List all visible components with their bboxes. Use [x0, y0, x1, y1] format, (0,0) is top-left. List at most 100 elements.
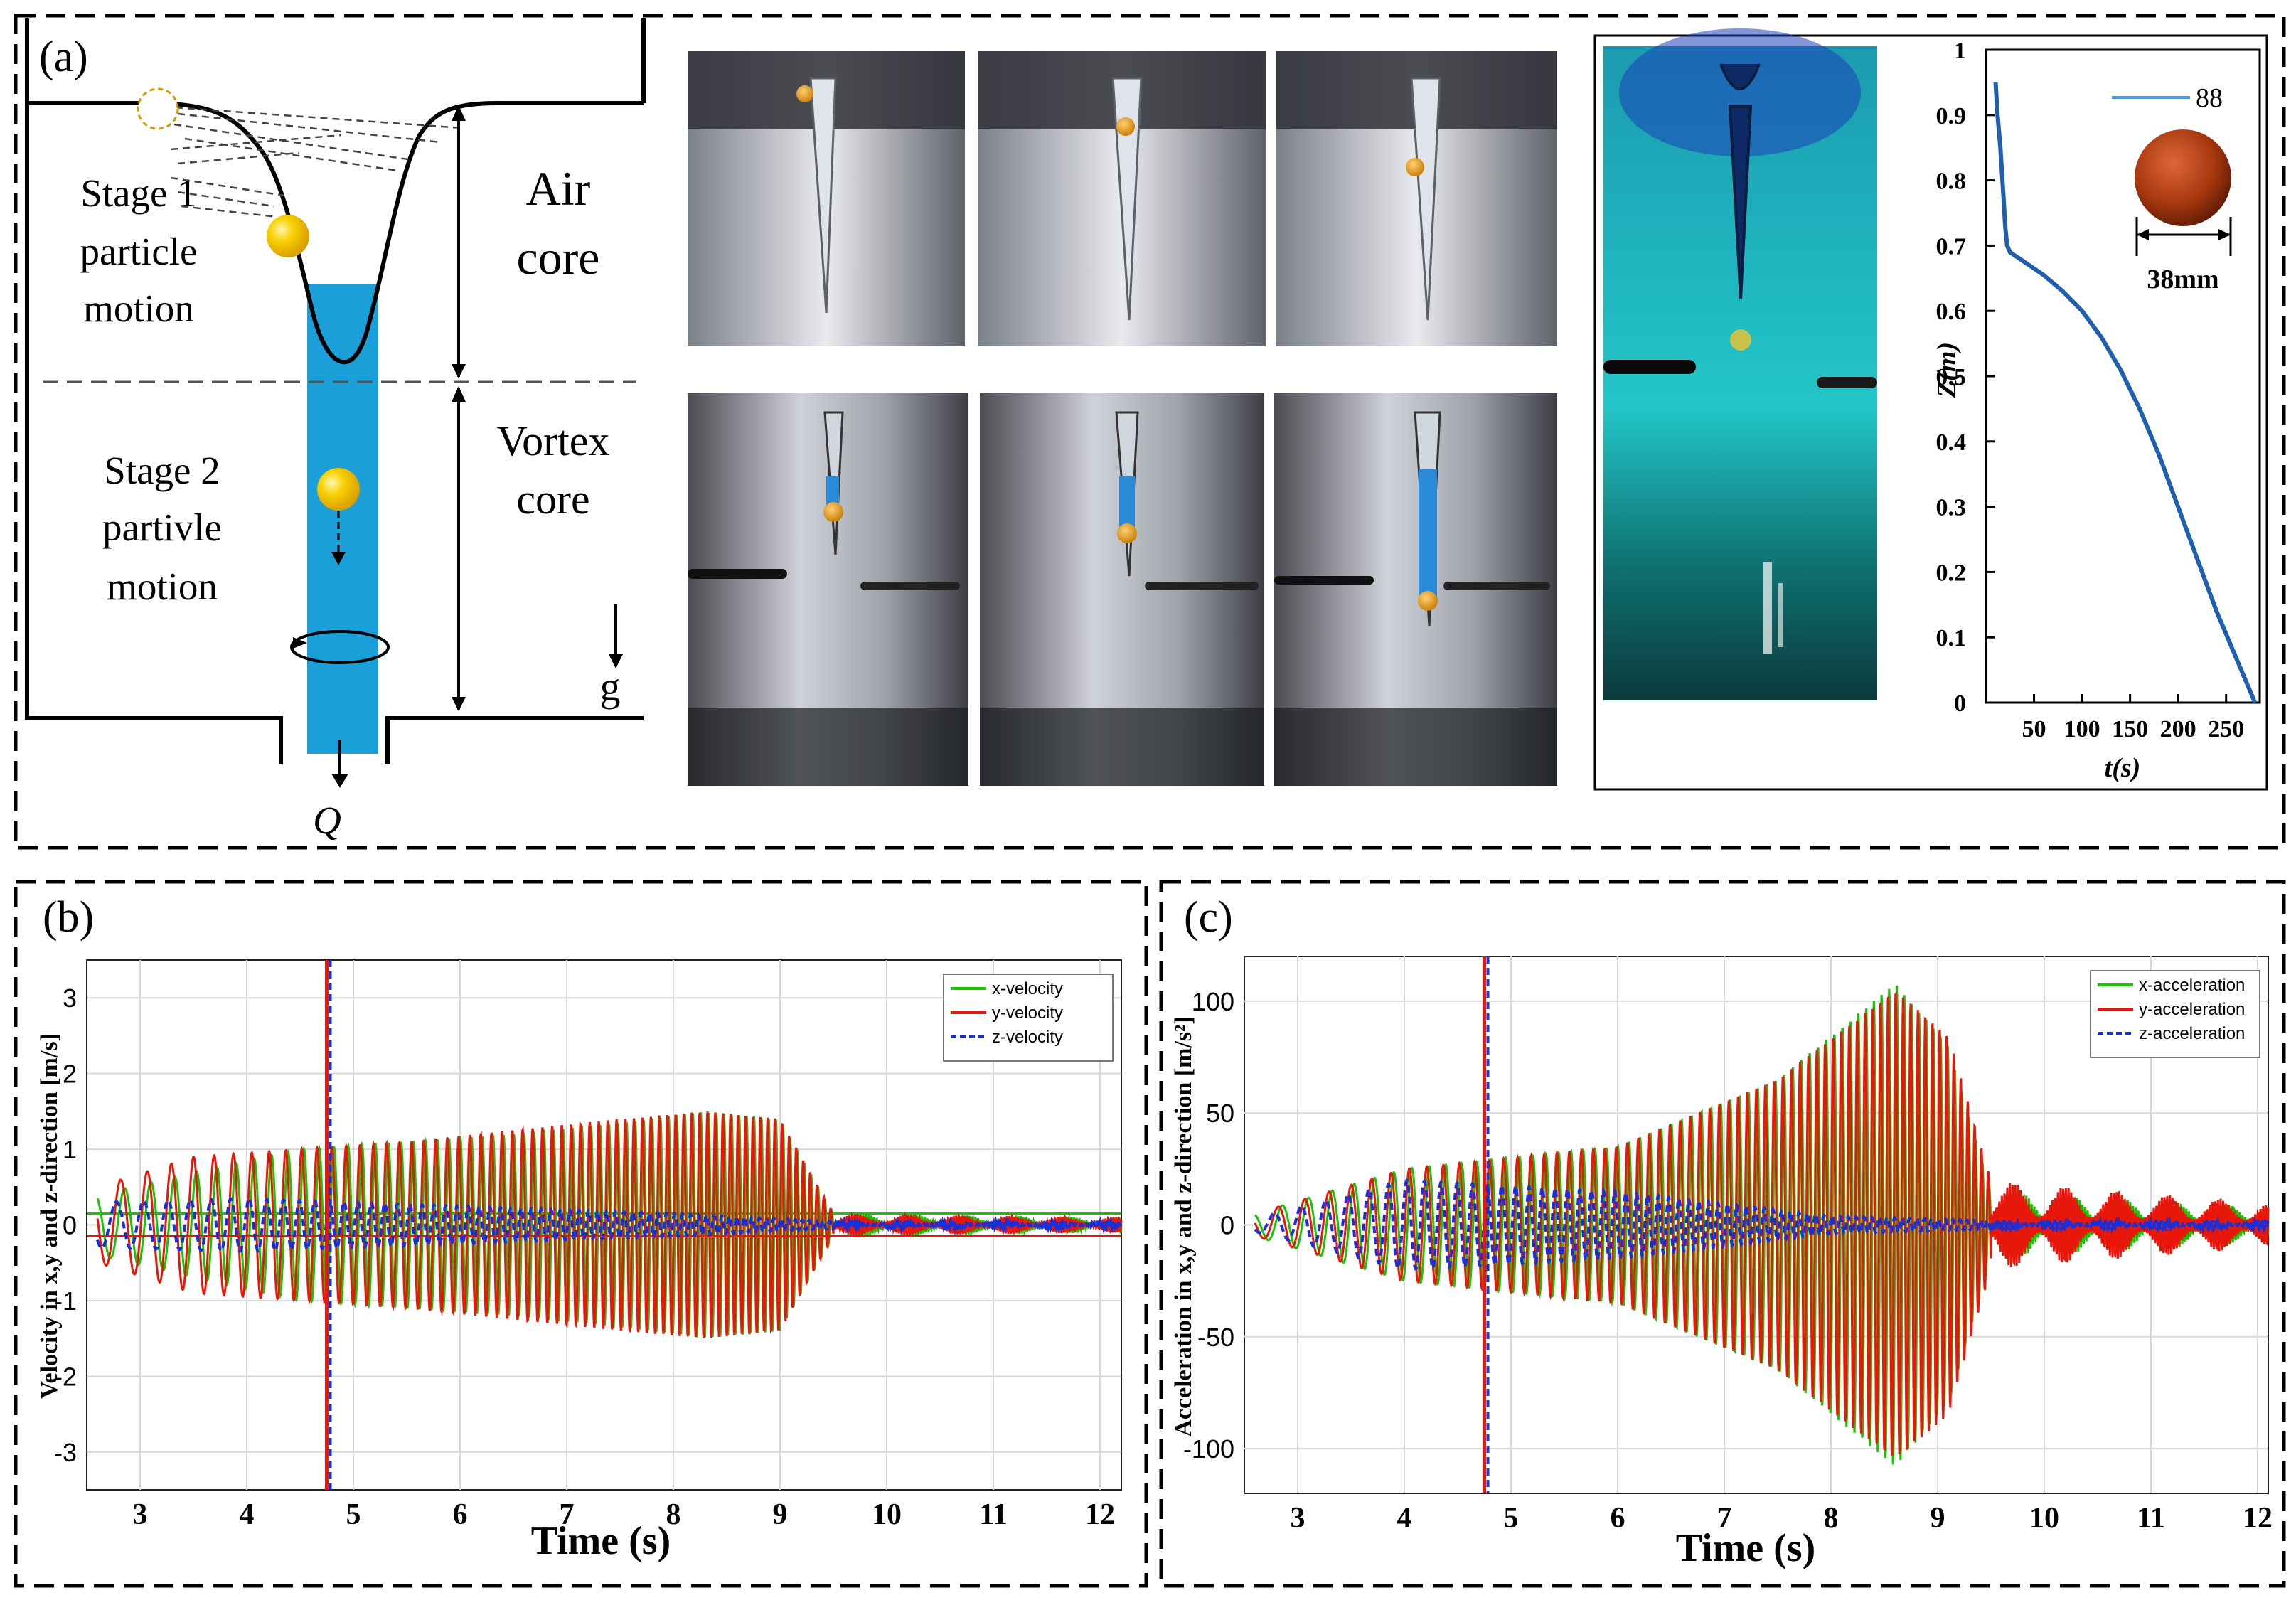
vel-xtick-label: 12: [1085, 1498, 1115, 1531]
z-ytick-label: 0.5: [1936, 364, 1967, 390]
particle-stage2: [317, 468, 360, 511]
vortex-schematic: [25, 18, 646, 788]
stage1-line2: particle: [80, 230, 198, 273]
vel-ytick-label: 3: [63, 983, 77, 1013]
z-ytick-label: 0.2: [1936, 560, 1967, 586]
vel-xtick-label: 5: [346, 1498, 361, 1531]
acc-ytick-label: 50: [1206, 1099, 1234, 1128]
photo-bottom-3: [1274, 393, 1557, 786]
acc-xtick-label: 11: [2137, 1502, 2165, 1535]
z-plot-ylabel: Z(m): [1932, 342, 1962, 398]
vel-xtick-label: 11: [979, 1498, 1008, 1531]
particle-stage1: [267, 215, 309, 257]
air-core-line2: core: [516, 230, 599, 284]
particle-diameter-label: 38mm: [2147, 265, 2218, 294]
vel-series-z-velocity: [96, 1197, 1123, 1253]
acc-series-z-acceleration: [1254, 1178, 2270, 1271]
z-ytick-label: 0: [1954, 690, 1966, 717]
vel-legend-label: x-velocity: [992, 979, 1063, 998]
z-ytick-label: 0.3: [1936, 495, 1967, 521]
stage2-line3: motion: [107, 565, 218, 608]
stage1-line3: motion: [83, 287, 194, 330]
acc-ytick-label: -50: [1197, 1323, 1234, 1352]
panel-c-frame: [1159, 880, 2286, 1588]
acc-xtick-label: 5: [1504, 1502, 1519, 1535]
acc-legend-label: y-acceleration: [2139, 1000, 2245, 1019]
panel-a-label: (a): [39, 33, 88, 81]
z-xtick-label: 250: [2208, 716, 2244, 742]
vel-legend-label: z-velocity: [992, 1028, 1063, 1047]
outflow-label: Q: [313, 799, 341, 842]
z-ytick-label: 0.6: [1936, 299, 1967, 325]
acc-xtick-label: 6: [1611, 1502, 1625, 1535]
photo-bottom-1: [688, 393, 968, 786]
vel-xtick-label: 7: [560, 1498, 575, 1531]
panel-c-ylabel: Acceleration in x,y and z-direction [m/s…: [1170, 1016, 1197, 1436]
acc-legend-label: x-acceleration: [2139, 976, 2245, 995]
stage2-line2: partivle: [102, 506, 222, 549]
acc-ytick-label: -100: [1183, 1434, 1234, 1463]
rotation-ellipse-icon: [290, 630, 390, 664]
panel-c-xlabel: Time (s): [1676, 1526, 1816, 1570]
vel-ytick-label: -3: [54, 1438, 77, 1467]
acc-xtick-label: 9: [1931, 1502, 1945, 1535]
particle-photo-icon: [2135, 129, 2231, 226]
photo-top-2: [978, 51, 1266, 346]
photo-bottom-2: [980, 393, 1264, 786]
acc-xtick-label: 3: [1291, 1502, 1305, 1535]
vortex-core-line1: Vortex: [497, 417, 610, 464]
z-plot-xlabel: t(s): [2105, 753, 2141, 783]
acc-ytick-label: 100: [1192, 987, 1234, 1016]
vel-xtick-label: 8: [666, 1498, 681, 1531]
particle-start-marker: [137, 87, 179, 130]
z-ytick-label: 0.4: [1936, 430, 1967, 456]
vel-ytick-label: 0: [63, 1211, 77, 1240]
z-plot-series-line: [1993, 82, 2258, 704]
acc-xtick-label: 10: [2029, 1502, 2059, 1535]
vel-xtick-label: 4: [240, 1498, 255, 1531]
z-xtick-label: 150: [2112, 716, 2148, 742]
acc-xtick-label: 4: [1397, 1502, 1412, 1535]
acc-ytick-label: 0: [1220, 1211, 1234, 1240]
vel-xtick-label: 6: [453, 1498, 468, 1531]
z-subpanel-border: [1593, 34, 2268, 791]
panel-b-xlabel: Time (s): [531, 1519, 671, 1563]
vel-ytick-label: 2: [63, 1060, 77, 1089]
z-xtick-label: 200: [2160, 716, 2196, 742]
vel-xtick-label: 3: [133, 1498, 148, 1531]
panel-b-frame: [14, 880, 1148, 1588]
photo-grid: [688, 51, 1557, 786]
z-xtick-label: 100: [2064, 716, 2100, 742]
z-xtick-label: 50: [2022, 716, 2046, 742]
z-ytick-label: 0.1: [1936, 625, 1967, 651]
vel-ytick-label: -2: [54, 1362, 77, 1391]
water-column: [307, 284, 378, 754]
panel-c-label: (c): [1184, 893, 1233, 942]
vel-ytick-label: 1: [63, 1135, 77, 1164]
acc-legend-label: z-acceleration: [2139, 1024, 2245, 1043]
vel-xtick-label: 9: [773, 1498, 788, 1531]
stage2-line1: Stage 2: [104, 449, 220, 492]
gravity-label: g: [600, 663, 621, 710]
acc-xtick-label: 7: [1717, 1502, 1732, 1535]
vel-legend-label: y-velocity: [992, 1003, 1063, 1023]
air-core-line1: Air: [526, 161, 591, 215]
acc-series-y-acceleration: [1254, 991, 2270, 1456]
panel-b-label: (b): [43, 893, 94, 942]
photo-top-1: [688, 51, 965, 346]
panel-b-ylabel: Velocity in x,y and z-direction [m/s]: [36, 1033, 63, 1399]
z-ytick-label: 0.9: [1936, 103, 1967, 129]
z-ytick-label: 0.7: [1936, 233, 1967, 260]
z-ytick-label: 1: [1954, 38, 1966, 64]
vel-ytick-label: -1: [54, 1286, 77, 1316]
z-legend-label: 88: [2196, 83, 2223, 113]
stage1-line1: Stage 1: [80, 171, 196, 215]
schematic-labels: Stage 1 particle motion Stage 2 partivle…: [80, 161, 621, 842]
acc-xtick-label: 12: [2243, 1502, 2273, 1535]
acceleration-chart: 3 4 5 6 7 8 9 10 11 12 -100 -50 0 50 100 x-acceleration…: [1183, 956, 2273, 1535]
z-ytick-label: 0.8: [1936, 169, 1967, 195]
photo-top-3: [1276, 51, 1557, 346]
